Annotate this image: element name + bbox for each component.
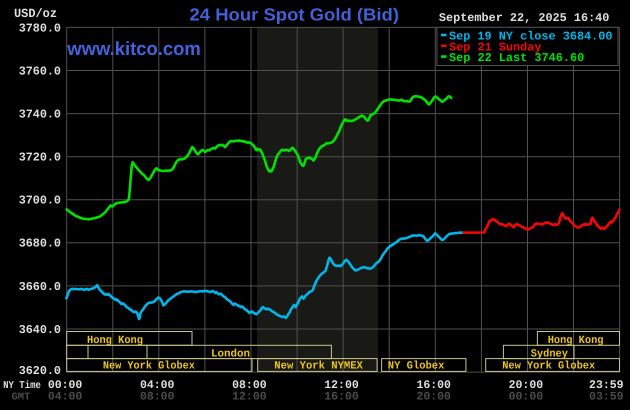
svg-text:3740.0: 3740.0 <box>19 108 61 122</box>
svg-text:3780.0: 3780.0 <box>19 21 61 35</box>
svg-text:03:59: 03:59 <box>589 391 624 404</box>
svg-text:20:00: 20:00 <box>416 391 451 404</box>
svg-text:NY Time: NY Time <box>3 380 41 392</box>
svg-text:16:00: 16:00 <box>324 391 359 404</box>
svg-text:September 22, 2025 16:40: September 22, 2025 16:40 <box>439 11 610 25</box>
svg-text:3720.0: 3720.0 <box>19 151 61 165</box>
svg-text:00:00: 00:00 <box>509 391 544 404</box>
svg-text:www.kitco.com: www.kitco.com <box>66 39 200 60</box>
svg-text:Hong Kong: Hong Kong <box>548 335 604 347</box>
svg-text:USD/oz: USD/oz <box>14 7 57 21</box>
svg-text:GMT: GMT <box>12 392 31 404</box>
svg-text:Sep 22 Last 3746.60: Sep 22 Last 3746.60 <box>449 51 584 65</box>
svg-text:3760.0: 3760.0 <box>19 64 61 78</box>
svg-text:Sydney: Sydney <box>531 348 568 360</box>
svg-text:London: London <box>211 348 250 360</box>
svg-text:New York Globex: New York Globex <box>103 361 195 373</box>
svg-text:Sep 19 NY close 3684.00: Sep 19 NY close 3684.00 <box>449 30 613 44</box>
svg-text:3700.0: 3700.0 <box>19 194 61 208</box>
svg-text:NY Globex: NY Globex <box>388 361 445 373</box>
svg-text:Hong Kong: Hong Kong <box>87 335 143 347</box>
svg-text:08:00: 08:00 <box>232 379 267 392</box>
svg-text:04:00: 04:00 <box>48 391 83 404</box>
svg-text:04:00: 04:00 <box>140 379 175 392</box>
svg-text:12:00: 12:00 <box>232 391 267 404</box>
svg-text:24 Hour Spot Gold (Bid): 24 Hour Spot Gold (Bid) <box>190 4 400 24</box>
svg-text:00:00: 00:00 <box>48 379 83 392</box>
svg-text:23:59: 23:59 <box>589 379 624 392</box>
svg-text:New York NYMEX: New York NYMEX <box>274 361 363 373</box>
svg-text:3680.0: 3680.0 <box>19 237 61 251</box>
svg-text:12:00: 12:00 <box>324 379 359 392</box>
svg-text:Sep 21 Sunday: Sep 21 Sunday <box>449 40 542 54</box>
svg-text:3660.0: 3660.0 <box>19 280 61 294</box>
svg-text:08:00: 08:00 <box>140 391 175 404</box>
svg-text:16:00: 16:00 <box>416 379 451 392</box>
svg-text:3640.0: 3640.0 <box>19 323 61 337</box>
svg-text:3620.0: 3620.0 <box>19 364 61 378</box>
svg-text:20:00: 20:00 <box>509 379 544 392</box>
svg-text:New York Globex: New York Globex <box>502 361 595 373</box>
